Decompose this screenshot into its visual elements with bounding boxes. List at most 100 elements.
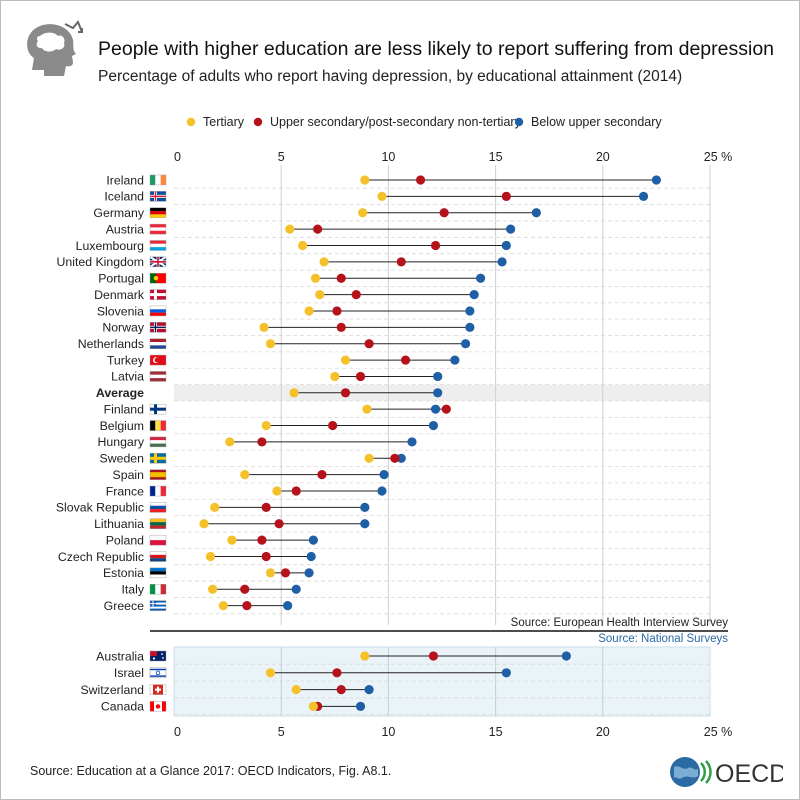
chart-subtitle: Percentage of adults who report having d… — [98, 68, 683, 85]
point-upper-secondary — [441, 404, 451, 414]
flag-icon — [149, 420, 167, 431]
flag-icon — [149, 684, 167, 695]
point-tertiary — [319, 257, 329, 267]
point-below-upper-secondary — [308, 535, 318, 545]
point-below-upper-secondary — [430, 404, 441, 414]
point-upper-secondary — [240, 584, 250, 594]
point-upper-secondary — [291, 486, 301, 496]
flag-icon — [149, 436, 167, 448]
country-label: Germany — [93, 206, 144, 220]
country-label: Greece — [104, 599, 144, 613]
source-european-label: Source: European Health Interview Survey — [511, 617, 729, 629]
point-tertiary — [330, 371, 340, 382]
flag-icon — [149, 534, 167, 546]
point-below-upper-secondary — [433, 388, 443, 398]
x-tick-label: 5 — [278, 725, 285, 739]
point-upper-secondary — [313, 224, 323, 234]
country-label: Finland — [104, 402, 144, 416]
country-label: Canada — [101, 700, 144, 714]
point-upper-secondary — [351, 289, 361, 300]
point-tertiary — [265, 668, 276, 678]
point-below-upper-secondary — [460, 339, 471, 349]
country-label: Estonia — [103, 566, 144, 580]
chart-rows: Ireland Iceland Germany Austria Luxembourg Un… — [56, 173, 662, 714]
x-tick-label: 15 — [489, 150, 503, 164]
national-band-border — [173, 646, 711, 717]
country-label: Poland — [106, 533, 144, 547]
point-tertiary — [362, 404, 372, 414]
flag-icon — [149, 240, 167, 251]
flag-icon — [149, 469, 167, 480]
flag-icon — [149, 667, 167, 679]
country-label: Portugal — [98, 272, 144, 286]
country-label: Iceland — [104, 190, 144, 204]
country-label: Hungary — [98, 435, 145, 449]
country-label: Slovak Republic — [56, 501, 144, 515]
country-label: Latvia — [111, 370, 144, 384]
point-below-upper-secondary — [469, 289, 479, 300]
point-below-upper-secondary — [379, 470, 389, 480]
x-tick-label: 10 — [381, 150, 395, 164]
point-below-upper-secondary — [433, 371, 443, 382]
point-below-upper-secondary — [450, 355, 460, 365]
point-upper-secondary — [336, 685, 346, 695]
x-tick-label: 25 % — [704, 150, 733, 164]
flag-icon — [149, 551, 167, 562]
head-silhouette-icon — [27, 20, 83, 76]
country-label: Spain — [113, 468, 145, 482]
x-tick-label: 5 — [278, 150, 285, 164]
country-label: Israel — [114, 666, 144, 680]
country-label: Switzerland — [80, 683, 144, 697]
legend-marker — [514, 117, 524, 127]
point-tertiary — [210, 502, 220, 512]
country-label: Average — [96, 386, 144, 400]
point-below-upper-secondary — [396, 453, 406, 463]
x-tick-label: 0 — [174, 150, 181, 164]
country-label: Belgium — [100, 419, 144, 433]
point-tertiary — [291, 685, 301, 695]
legend-label: Below upper secondary — [531, 115, 662, 129]
point-below-upper-secondary — [360, 519, 370, 529]
point-below-upper-secondary — [364, 685, 374, 695]
x-tick-label: 25 % — [704, 725, 733, 739]
point-tertiary — [261, 420, 271, 431]
x-tick-label: 15 — [489, 725, 503, 739]
chart-title: People with higher education are less li… — [98, 38, 775, 60]
country-label: Sweden — [100, 452, 145, 466]
national-band — [174, 647, 710, 716]
logo-text: OECD — [715, 760, 783, 788]
point-upper-secondary — [332, 668, 342, 678]
point-tertiary — [285, 224, 295, 234]
flag-icon — [149, 289, 167, 300]
point-tertiary — [265, 339, 276, 349]
country-label: Ireland — [106, 173, 144, 187]
point-tertiary — [225, 437, 235, 447]
country-label: Australia — [96, 649, 144, 663]
point-upper-secondary — [355, 371, 366, 382]
point-tertiary — [207, 584, 218, 594]
x-tick-label: 20 — [596, 725, 610, 739]
point-below-upper-secondary — [501, 668, 511, 678]
point-below-upper-secondary — [283, 601, 293, 611]
country-label: Netherlands — [78, 337, 144, 351]
x-tick-label: 20 — [596, 150, 610, 164]
flag-icon — [149, 223, 167, 235]
group-sources: Source: European Health Interview Survey… — [150, 617, 728, 645]
point-upper-secondary — [501, 191, 511, 201]
point-tertiary — [360, 175, 370, 185]
flag-icon — [149, 256, 167, 268]
flag-icon — [149, 701, 167, 712]
point-tertiary — [377, 191, 387, 201]
point-tertiary — [358, 208, 368, 218]
point-tertiary — [340, 355, 351, 365]
point-tertiary — [199, 519, 209, 529]
country-label: Italy — [121, 583, 144, 597]
point-tertiary — [259, 322, 269, 332]
point-below-upper-secondary — [291, 584, 301, 594]
point-upper-secondary — [439, 208, 449, 218]
point-below-upper-secondary — [306, 551, 316, 562]
point-upper-secondary — [415, 175, 426, 185]
country-label: Slovenia — [97, 304, 144, 318]
point-tertiary — [308, 701, 318, 712]
